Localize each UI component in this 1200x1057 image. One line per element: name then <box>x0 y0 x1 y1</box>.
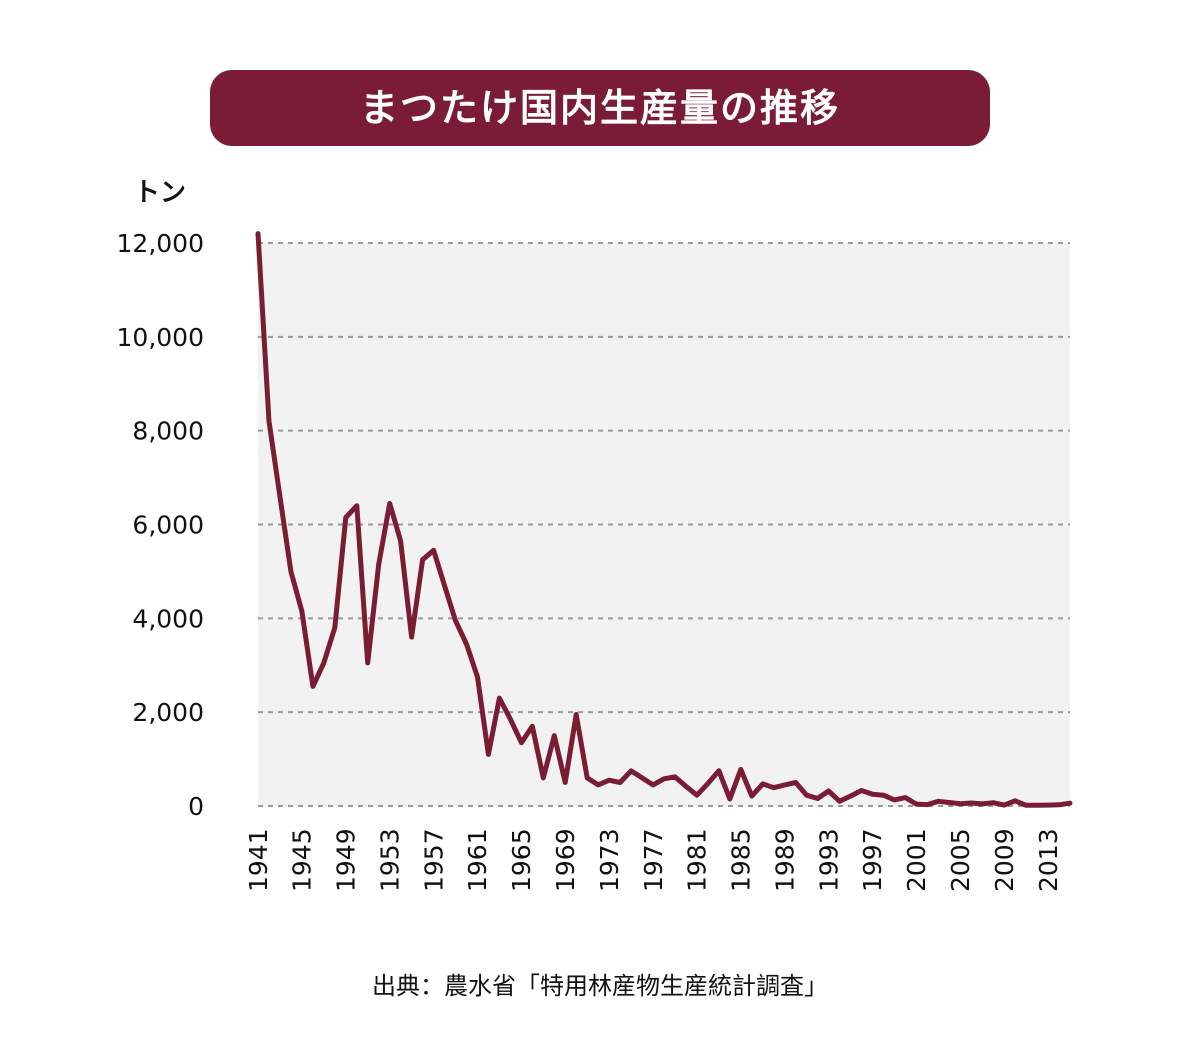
x-tick-label: 1961 <box>463 828 492 892</box>
series-group <box>255 231 1073 808</box>
x-tick-label: 1969 <box>551 828 580 892</box>
chart-title: まつたけ国内生産量の推移 <box>210 70 990 146</box>
series-line <box>255 231 1073 808</box>
x-tick-label: 2001 <box>902 828 931 892</box>
x-tick-label: 1993 <box>814 828 843 892</box>
y-tick-label: 4,000 <box>132 604 204 633</box>
x-tick-label: 1981 <box>683 828 712 892</box>
x-tick-label: 1941 <box>244 828 273 892</box>
x-tick-label: 2013 <box>1034 828 1063 892</box>
x-tick-label: 1945 <box>288 828 317 892</box>
y-tick-label: 10,000 <box>117 323 204 352</box>
x-tick-label: 2009 <box>990 828 1019 892</box>
y-tick-label: 0 <box>188 792 204 821</box>
y-axis-unit-label: トン <box>134 178 187 208</box>
x-tick-label: 1957 <box>419 828 448 892</box>
x-tick-label: 2005 <box>946 828 975 892</box>
x-tick-label: 1985 <box>727 828 756 892</box>
x-tick-label: 1997 <box>858 828 887 892</box>
y-tick-labels: 0 2,000 4,000 6,000 8,000 10,000 12,000 <box>117 229 204 821</box>
x-tick-label: 1965 <box>507 828 536 892</box>
x-tick-labels: 1941 1945 1949 1953 1957 1961 1965 1969 1973 1977… <box>244 828 1063 892</box>
x-tick-label: 1989 <box>770 828 799 892</box>
y-tick-label: 2,000 <box>132 698 204 727</box>
x-tick-label: 1953 <box>375 828 404 892</box>
x-tick-label: 1973 <box>595 828 624 892</box>
x-tick-label: 1949 <box>332 828 361 892</box>
x-tick-label: 1977 <box>639 828 668 892</box>
y-tick-label: 8,000 <box>132 417 204 446</box>
source-note: 出典：農水省「特用林産物生産統計調査」 <box>372 972 828 1000</box>
y-tick-label: 6,000 <box>132 511 204 540</box>
y-tick-label: 12,000 <box>117 229 204 258</box>
